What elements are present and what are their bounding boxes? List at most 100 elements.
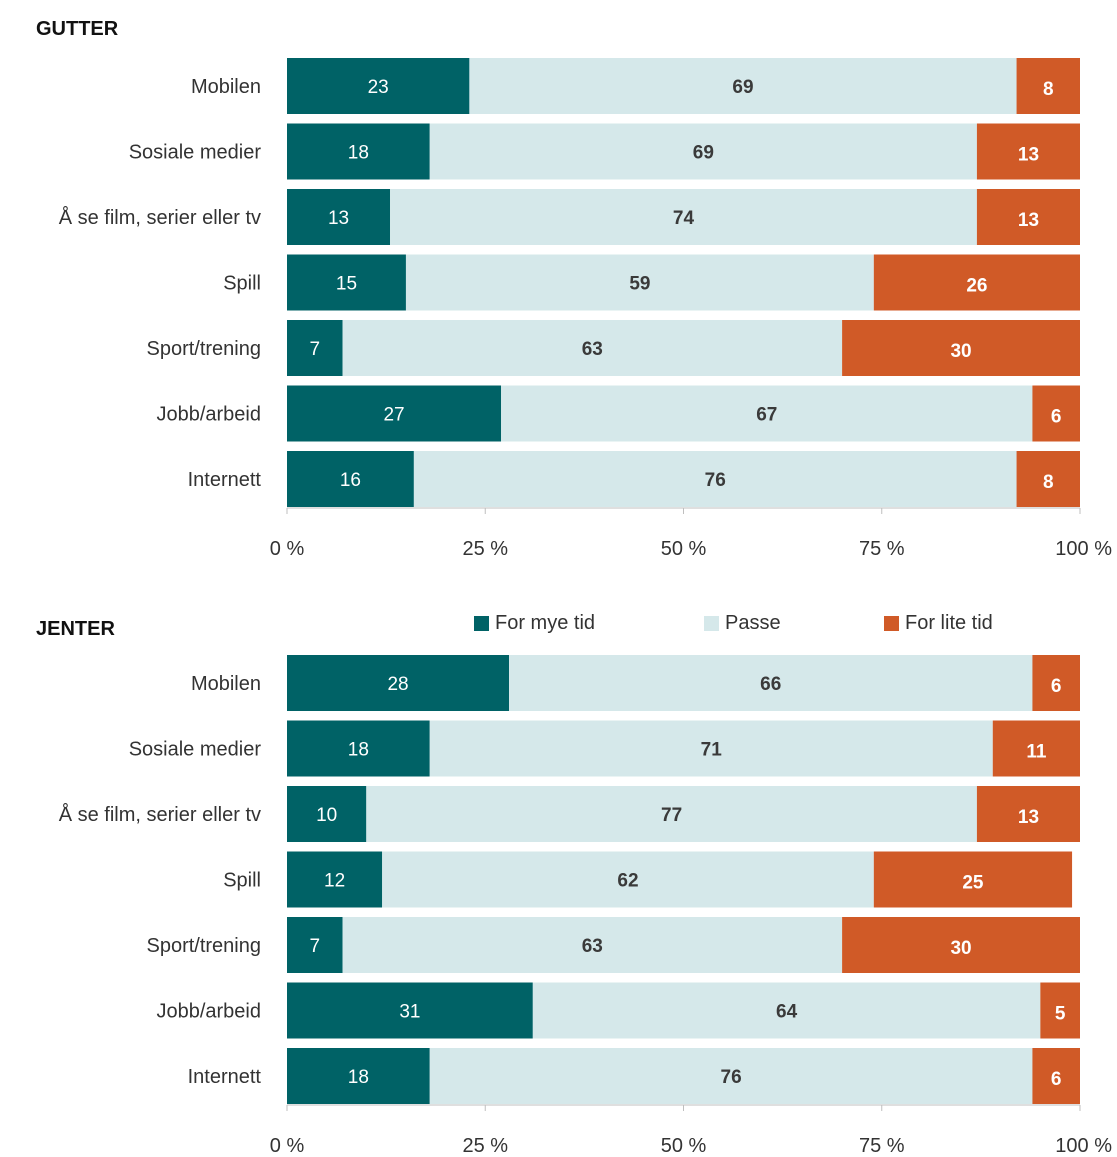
data-label-gutter-spill-passe: 59 [629,274,650,295]
data-label-jenter-a-se-film-serier-eller-tv-for-mye-tid: 10 [316,805,337,826]
category-label-jenter-sport-trening: Sport/trening [146,935,261,957]
bar-jenter-jobb-arbeid-for-mye-tid [287,982,533,1039]
legend-label-for-mye-tid: For mye tid [495,612,596,634]
data-label-gutter-spill-for-mye-tid: 15 [336,274,357,295]
legend-item-passe: Passe [704,612,884,635]
legend-item-for-mye-tid: For mye tid [474,612,704,635]
data-label-jenter-sosiale-medier-for-mye-tid: 18 [348,740,369,761]
data-label-gutter-sosiale-medier-for-lite-tid: 13 [1018,145,1039,166]
category-label-gutter-sport-trening: Sport/trening [146,338,261,360]
chart-legend: For mye tid Passe For lite tid [474,612,993,635]
x-tick-label-gutter-4: 100 % [1055,538,1112,560]
bar-gutter-sport-trening-for-mye-tid [287,320,343,376]
data-label-jenter-a-se-film-serier-eller-tv-for-lite-tid: 13 [1018,807,1039,828]
bar-jenter-sosiale-medier-for-lite-tid [992,720,1080,777]
bar-jenter-jobb-arbeid-for-lite-tid [1040,982,1080,1039]
data-label-gutter-mobilen-for-mye-tid: 23 [368,77,389,98]
legend-swatch-for-lite-tid [884,616,899,631]
x-tick-label-gutter-2: 50 % [661,538,707,560]
x-tick-label-jenter-2: 50 % [661,1135,707,1157]
category-label-gutter-internett: Internett [188,469,262,491]
panel-title-jenter: JENTER [36,618,115,640]
bar-jenter-a-se-film-serier-eller-tv-for-mye-tid [287,786,367,842]
bar-jenter-sosiale-medier-passe [429,720,993,777]
data-label-gutter-sport-trening-passe: 63 [582,339,603,360]
bar-jenter-sosiale-medier-for-mye-tid [287,720,430,777]
category-label-jenter-jobb-arbeid: Jobb/arbeid [156,1001,261,1023]
data-label-jenter-sosiale-medier-passe: 71 [701,740,723,761]
bar-gutter-sport-trening-passe [342,320,843,376]
x-tick-label-jenter-3: 75 % [859,1135,905,1157]
data-label-gutter-internett-for-lite-tid: 8 [1043,472,1054,493]
x-tick-label-jenter-4: 100 % [1055,1135,1112,1157]
bar-gutter-mobilen-passe [469,58,1017,114]
category-label-gutter-mobilen: Mobilen [191,76,261,98]
bar-jenter-spill-for-lite-tid [873,851,1073,908]
bar-gutter-internett-passe [413,451,1017,507]
category-label-jenter-a-se-film-serier-eller-tv: Å se film, serier eller tv [59,803,261,826]
data-label-gutter-internett-passe: 76 [705,470,726,491]
bar-jenter-sport-trening-passe [342,917,843,973]
bar-jenter-jobb-arbeid-passe [532,982,1041,1039]
bar-jenter-spill-passe [382,851,874,908]
bar-gutter-jobb-arbeid-for-lite-tid [1032,385,1080,442]
bar-jenter-mobilen-for-mye-tid [287,655,510,711]
data-label-jenter-spill-for-lite-tid: 25 [962,873,984,894]
bar-jenter-internett-for-mye-tid [287,1048,430,1104]
data-label-gutter-jobb-arbeid-passe: 67 [756,405,777,426]
bar-gutter-sosiale-medier-for-lite-tid [976,123,1080,180]
data-label-gutter-mobilen-for-lite-tid: 8 [1043,79,1054,100]
data-label-jenter-mobilen-passe: 66 [760,674,781,695]
data-label-jenter-sport-trening-for-mye-tid: 7 [309,936,320,957]
bar-gutter-mobilen-for-mye-tid [287,58,470,114]
data-label-jenter-internett-for-lite-tid: 6 [1051,1069,1062,1090]
panel-title-gutter: GUTTER [36,18,119,40]
bar-jenter-sport-trening-for-lite-tid [842,917,1080,973]
data-label-gutter-spill-for-lite-tid: 26 [966,276,987,297]
data-label-gutter-a-se-film-serier-eller-tv-passe: 74 [673,208,695,229]
bar-gutter-a-se-film-serier-eller-tv-for-lite-tid [976,189,1080,245]
bar-jenter-sport-trening-for-mye-tid [287,917,343,973]
data-label-gutter-sport-trening-for-mye-tid: 7 [309,339,320,360]
data-label-jenter-spill-for-mye-tid: 12 [324,871,345,892]
bar-gutter-sosiale-medier-for-mye-tid [287,123,430,180]
data-label-gutter-sosiale-medier-for-mye-tid: 18 [348,143,369,164]
legend-label-for-lite-tid: For lite tid [905,612,993,634]
x-tick-label-gutter-0: 0 % [270,538,305,560]
data-label-jenter-jobb-arbeid-for-mye-tid: 31 [399,1002,420,1023]
bar-jenter-a-se-film-serier-eller-tv-passe [366,786,977,842]
data-label-gutter-a-se-film-serier-eller-tv-for-mye-tid: 13 [328,208,349,229]
bar-gutter-spill-passe [405,254,874,311]
bar-jenter-spill-for-mye-tid [287,851,383,908]
data-label-jenter-jobb-arbeid-for-lite-tid: 5 [1055,1004,1066,1025]
data-label-gutter-sport-trening-for-lite-tid: 30 [950,341,971,362]
bar-gutter-a-se-film-serier-eller-tv-passe [390,189,977,245]
x-tick-label-gutter-3: 75 % [859,538,905,560]
category-label-gutter-jobb-arbeid: Jobb/arbeid [156,404,261,426]
data-label-jenter-jobb-arbeid-passe: 64 [776,1002,798,1023]
bar-gutter-spill-for-lite-tid [873,254,1080,311]
bar-gutter-spill-for-mye-tid [287,254,406,311]
data-label-jenter-mobilen-for-lite-tid: 6 [1051,676,1062,697]
bar-gutter-internett-for-mye-tid [287,451,414,507]
bar-jenter-a-se-film-serier-eller-tv-for-lite-tid [976,786,1080,842]
legend-swatch-for-mye-tid [474,616,489,631]
bar-gutter-mobilen-for-lite-tid [1016,58,1080,114]
data-label-jenter-sosiale-medier-for-lite-tid: 11 [1026,742,1047,763]
category-label-jenter-mobilen: Mobilen [191,673,261,695]
data-label-jenter-spill-passe: 62 [617,871,638,892]
data-label-gutter-a-se-film-serier-eller-tv-for-lite-tid: 13 [1018,210,1039,231]
x-tick-label-jenter-0: 0 % [270,1135,305,1157]
data-label-jenter-internett-for-mye-tid: 18 [348,1067,369,1088]
bar-gutter-sosiale-medier-passe [429,123,977,180]
bar-gutter-sport-trening-for-lite-tid [842,320,1080,376]
bar-jenter-internett-for-lite-tid [1032,1048,1080,1104]
category-label-gutter-sosiale-medier: Sosiale medier [129,142,262,164]
data-label-jenter-a-se-film-serier-eller-tv-passe: 77 [661,805,682,826]
data-label-jenter-sport-trening-for-lite-tid: 30 [950,938,971,959]
legend-swatch-passe [704,616,719,631]
data-label-jenter-internett-passe: 76 [721,1067,742,1088]
data-label-jenter-sport-trening-passe: 63 [582,936,603,957]
bar-gutter-jobb-arbeid-for-mye-tid [287,385,502,442]
